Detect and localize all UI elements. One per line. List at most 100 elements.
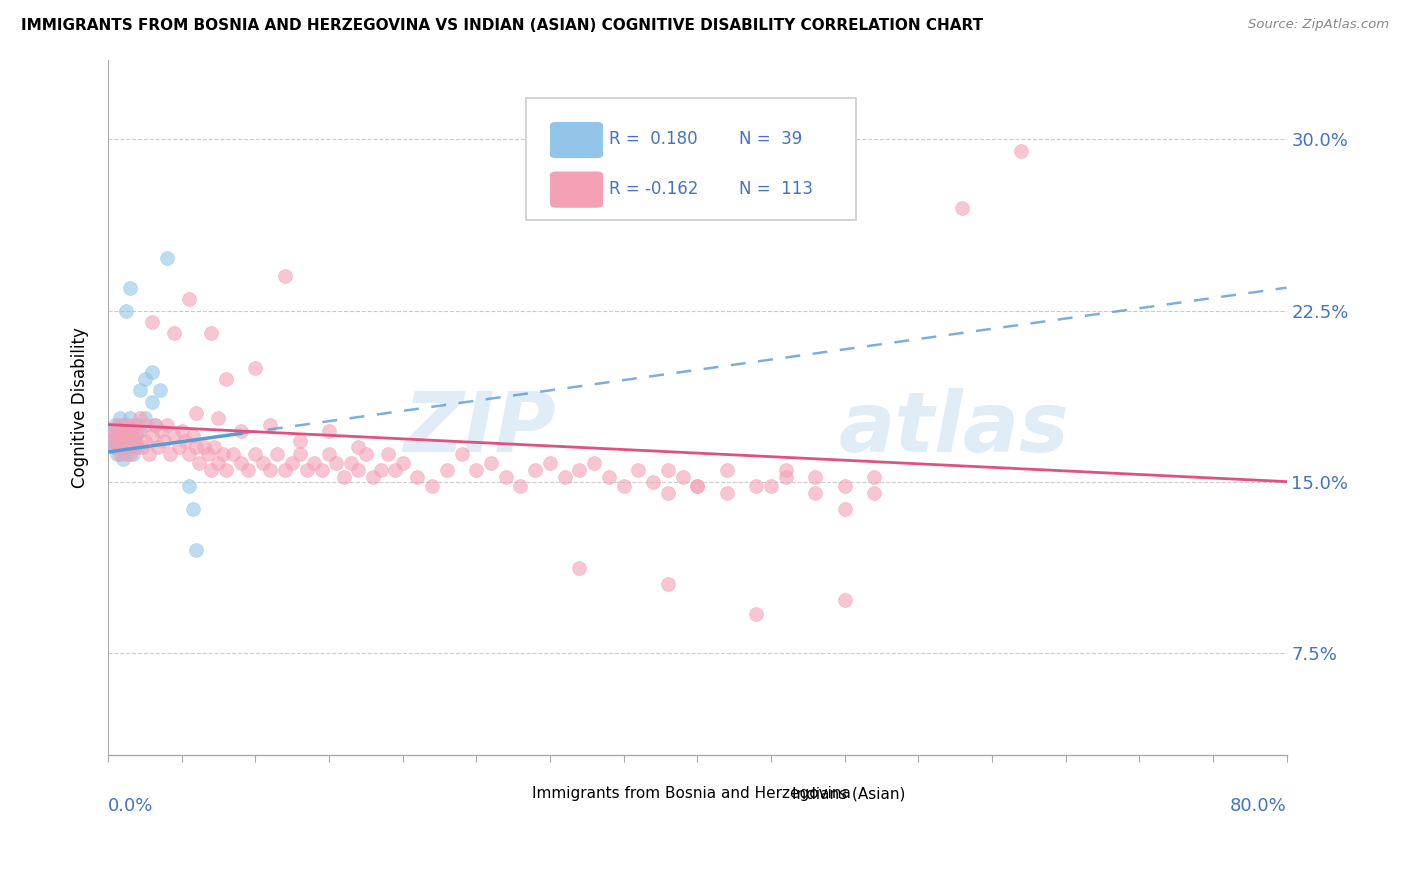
Point [141,315,163,329]
FancyBboxPatch shape [759,781,787,807]
Point [125,417,148,432]
Point [135,417,157,432]
Point [120,447,142,461]
Point [177,447,200,461]
Point [121,434,143,448]
Point [370,463,392,477]
Point [834,502,856,516]
Point [134,410,156,425]
Point [108,425,131,439]
Point [115,417,138,432]
FancyBboxPatch shape [550,171,603,208]
Point [215,463,238,477]
Point [156,251,179,265]
Point [186,543,208,558]
Point [745,607,768,621]
Point [186,406,208,420]
Point [202,441,225,455]
Point [188,456,211,470]
Point [129,425,152,439]
Point [111,434,134,448]
Point [834,479,856,493]
Point [568,463,591,477]
Point [384,463,406,477]
Point [406,470,429,484]
Point [163,429,186,443]
Point [183,429,205,443]
Point [377,447,399,461]
Point [111,417,134,432]
Point [134,372,156,386]
Point [197,447,219,461]
Point [245,447,267,461]
Point [112,441,135,455]
Point [138,447,160,461]
Point [104,434,127,448]
Point [129,410,152,425]
Point [524,463,547,477]
Point [101,425,124,439]
Point [613,479,636,493]
Point [304,456,326,470]
Point [347,441,370,455]
Point [391,456,413,470]
Text: R =  0.180: R = 0.180 [609,130,697,148]
Point [200,463,222,477]
FancyBboxPatch shape [550,122,603,158]
Point [103,441,125,455]
Point [465,463,488,477]
Point [671,470,693,484]
Point [141,429,163,443]
Point [318,425,340,439]
Point [332,470,354,484]
Point [627,463,650,477]
Point [110,434,132,448]
Point [479,456,502,470]
Point [103,441,125,455]
Point [122,447,145,461]
Point [212,447,235,461]
Point [354,447,377,461]
Point [129,384,152,398]
Point [538,456,561,470]
Point [101,429,124,443]
Text: ZIP: ZIP [404,388,555,469]
Text: R = -0.162: R = -0.162 [609,180,699,198]
Point [834,593,856,607]
Point [863,486,886,500]
Point [229,425,252,439]
Point [134,434,156,448]
Point [420,479,443,493]
Point [105,447,128,461]
Text: 0.0%: 0.0% [108,797,153,815]
Point [183,502,205,516]
Point [450,447,472,461]
Point [107,441,129,455]
Point [295,463,318,477]
Point [311,463,333,477]
Point [657,486,679,500]
Point [207,410,229,425]
Point [110,429,132,443]
Point [245,360,267,375]
Text: Source: ZipAtlas.com: Source: ZipAtlas.com [1249,18,1389,31]
Point [114,447,136,461]
Point [131,441,153,455]
Text: N =  39: N = 39 [738,130,801,148]
Point [167,441,190,455]
Point [117,429,139,443]
Point [120,410,142,425]
Point [107,429,129,443]
Point [259,463,281,477]
Point [229,456,252,470]
Point [111,451,134,466]
Text: Immigrants from Bosnia and Herzegovina: Immigrants from Bosnia and Herzegovina [533,786,851,801]
Point [775,463,797,477]
Point [114,441,136,455]
Point [236,463,259,477]
Point [186,441,208,455]
Text: Indians (Asian): Indians (Asian) [792,786,905,801]
Text: atlas: atlas [839,388,1070,469]
Point [686,479,709,493]
Point [274,269,297,284]
